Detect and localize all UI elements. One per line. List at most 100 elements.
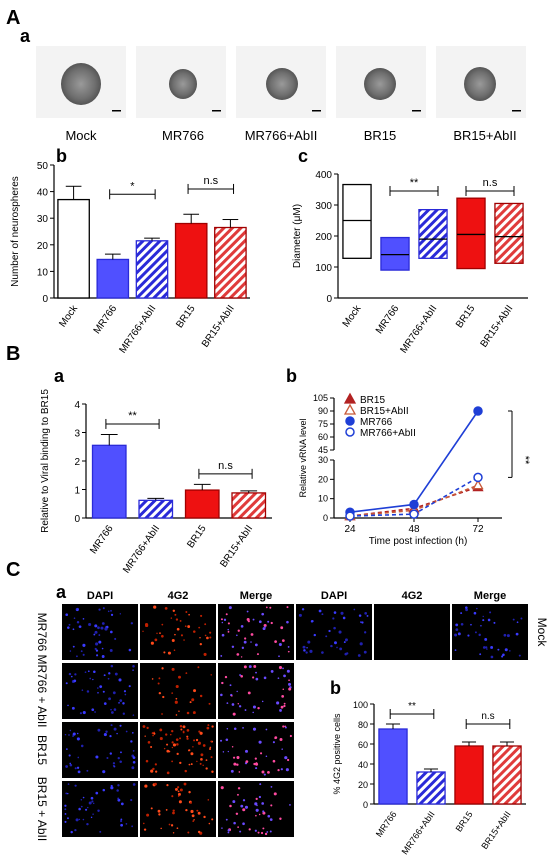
merge-spot: [243, 665, 247, 669]
stain-spot: [196, 809, 199, 812]
nucleus-spot: [330, 644, 333, 648]
merge-spot: [255, 797, 258, 800]
nucleus-spot: [80, 744, 84, 748]
nucleus-spot: [86, 690, 90, 693]
nucleus-spot: [98, 640, 102, 644]
nucleus-spot: [92, 802, 95, 805]
merge-spot: [261, 700, 264, 703]
stain-spot: [174, 633, 176, 636]
micrograph-br15-ablll: [436, 46, 526, 118]
merge-spot: [261, 802, 265, 805]
stain-spot: [176, 743, 179, 746]
nucleus-spot: [366, 614, 369, 617]
y-tick-label: 20: [318, 474, 328, 484]
stain-spot: [168, 823, 171, 826]
nucleus-spot: [64, 733, 67, 736]
merge-spot: [242, 727, 244, 729]
merge-spot: [245, 760, 249, 764]
nucleus-spot: [460, 622, 464, 626]
nucleus-spot: [105, 730, 108, 733]
merge-spot: [245, 749, 248, 753]
y-tick-label: 60: [318, 432, 328, 442]
nucleus-spot: [69, 650, 72, 652]
stain-spot: [152, 767, 155, 771]
nucleus-spot: [318, 609, 322, 613]
stain-spot: [153, 605, 157, 609]
stain-spot: [199, 694, 203, 698]
stain-spot: [174, 787, 178, 791]
stain-spot: [159, 728, 163, 732]
nucleus-spot: [512, 618, 515, 621]
merge-spot: [239, 830, 242, 833]
merge-spot: [258, 740, 262, 744]
merge-spot: [255, 762, 258, 765]
stain-spot: [161, 634, 164, 638]
stain-spot: [160, 827, 162, 830]
stain-spot: [175, 738, 179, 741]
stain-spot: [158, 691, 162, 695]
stain-spot: [168, 750, 171, 753]
y-tick-label: 300: [315, 201, 332, 212]
nucleus-spot: [110, 708, 112, 711]
stain-spot: [210, 740, 212, 743]
merge-spot: [272, 759, 276, 763]
stain-spot: [171, 730, 174, 733]
nucleus-spot: [338, 630, 342, 634]
nucleus-spot: [65, 792, 68, 795]
nucleus-spot: [96, 654, 99, 657]
stain-spot: [182, 725, 186, 729]
micrograph-label: MR766+AbII: [245, 128, 318, 143]
merge-spot: [227, 628, 229, 631]
merge-spot: [279, 709, 282, 712]
micrograph-mr766: [136, 46, 226, 118]
nucleus-spot: [117, 798, 121, 802]
nucleus-spot: [84, 671, 87, 674]
nucleus-spot: [89, 677, 92, 680]
nucleus-spot: [98, 634, 101, 636]
nucleus-spot: [66, 792, 69, 795]
merge-spot: [288, 682, 292, 686]
stain-spot: [176, 827, 179, 830]
nucleus-spot: [119, 760, 122, 764]
nucleus-spot: [91, 800, 94, 803]
stain-spot: [175, 684, 179, 689]
stain-spot: [205, 767, 208, 770]
merge-spot: [220, 693, 223, 697]
nucleus-spot: [64, 813, 67, 815]
stain-spot: [193, 630, 196, 633]
merge-spot: [270, 621, 273, 625]
nucleus-spot: [110, 630, 113, 634]
stain-spot: [159, 737, 163, 741]
stain-spot: [210, 756, 213, 759]
stain-spot: [163, 747, 166, 750]
nucleus-spot: [98, 608, 101, 611]
merge-spot: [259, 783, 262, 786]
x-tick-label: 72: [472, 524, 484, 535]
nucleus-spot: [92, 813, 94, 815]
stain-spot: [177, 786, 180, 789]
nucleus-spot: [110, 613, 114, 617]
nucleus-spot: [78, 807, 81, 811]
stain-spot: [171, 795, 174, 798]
stain-spot: [150, 641, 154, 645]
stain-spot: [146, 726, 149, 730]
stain-spot: [165, 733, 168, 736]
nucleus-spot: [309, 649, 313, 653]
micrograph-br15: [336, 46, 426, 118]
merge-spot: [286, 758, 290, 762]
merge-spot: [244, 637, 247, 640]
stain-spot: [177, 795, 180, 797]
stain-spot: [150, 807, 153, 810]
merge-spot: [227, 750, 230, 753]
merge-spot: [221, 681, 224, 685]
nucleus-spot: [112, 691, 116, 695]
nucleus-spot: [302, 645, 306, 649]
stain-spot: [197, 741, 201, 745]
nucleus-spot: [476, 607, 478, 610]
merge-spot: [233, 762, 237, 766]
chart-viral-binding: 0 1 2 3 4 MR766 MR766+AbII BR15 BR15+AbII ** n.s Re…: [40, 389, 272, 575]
data-point: [472, 479, 484, 490]
nucleus-spot: [78, 625, 82, 629]
merge-spot: [284, 726, 287, 729]
stain-spot: [185, 610, 188, 613]
